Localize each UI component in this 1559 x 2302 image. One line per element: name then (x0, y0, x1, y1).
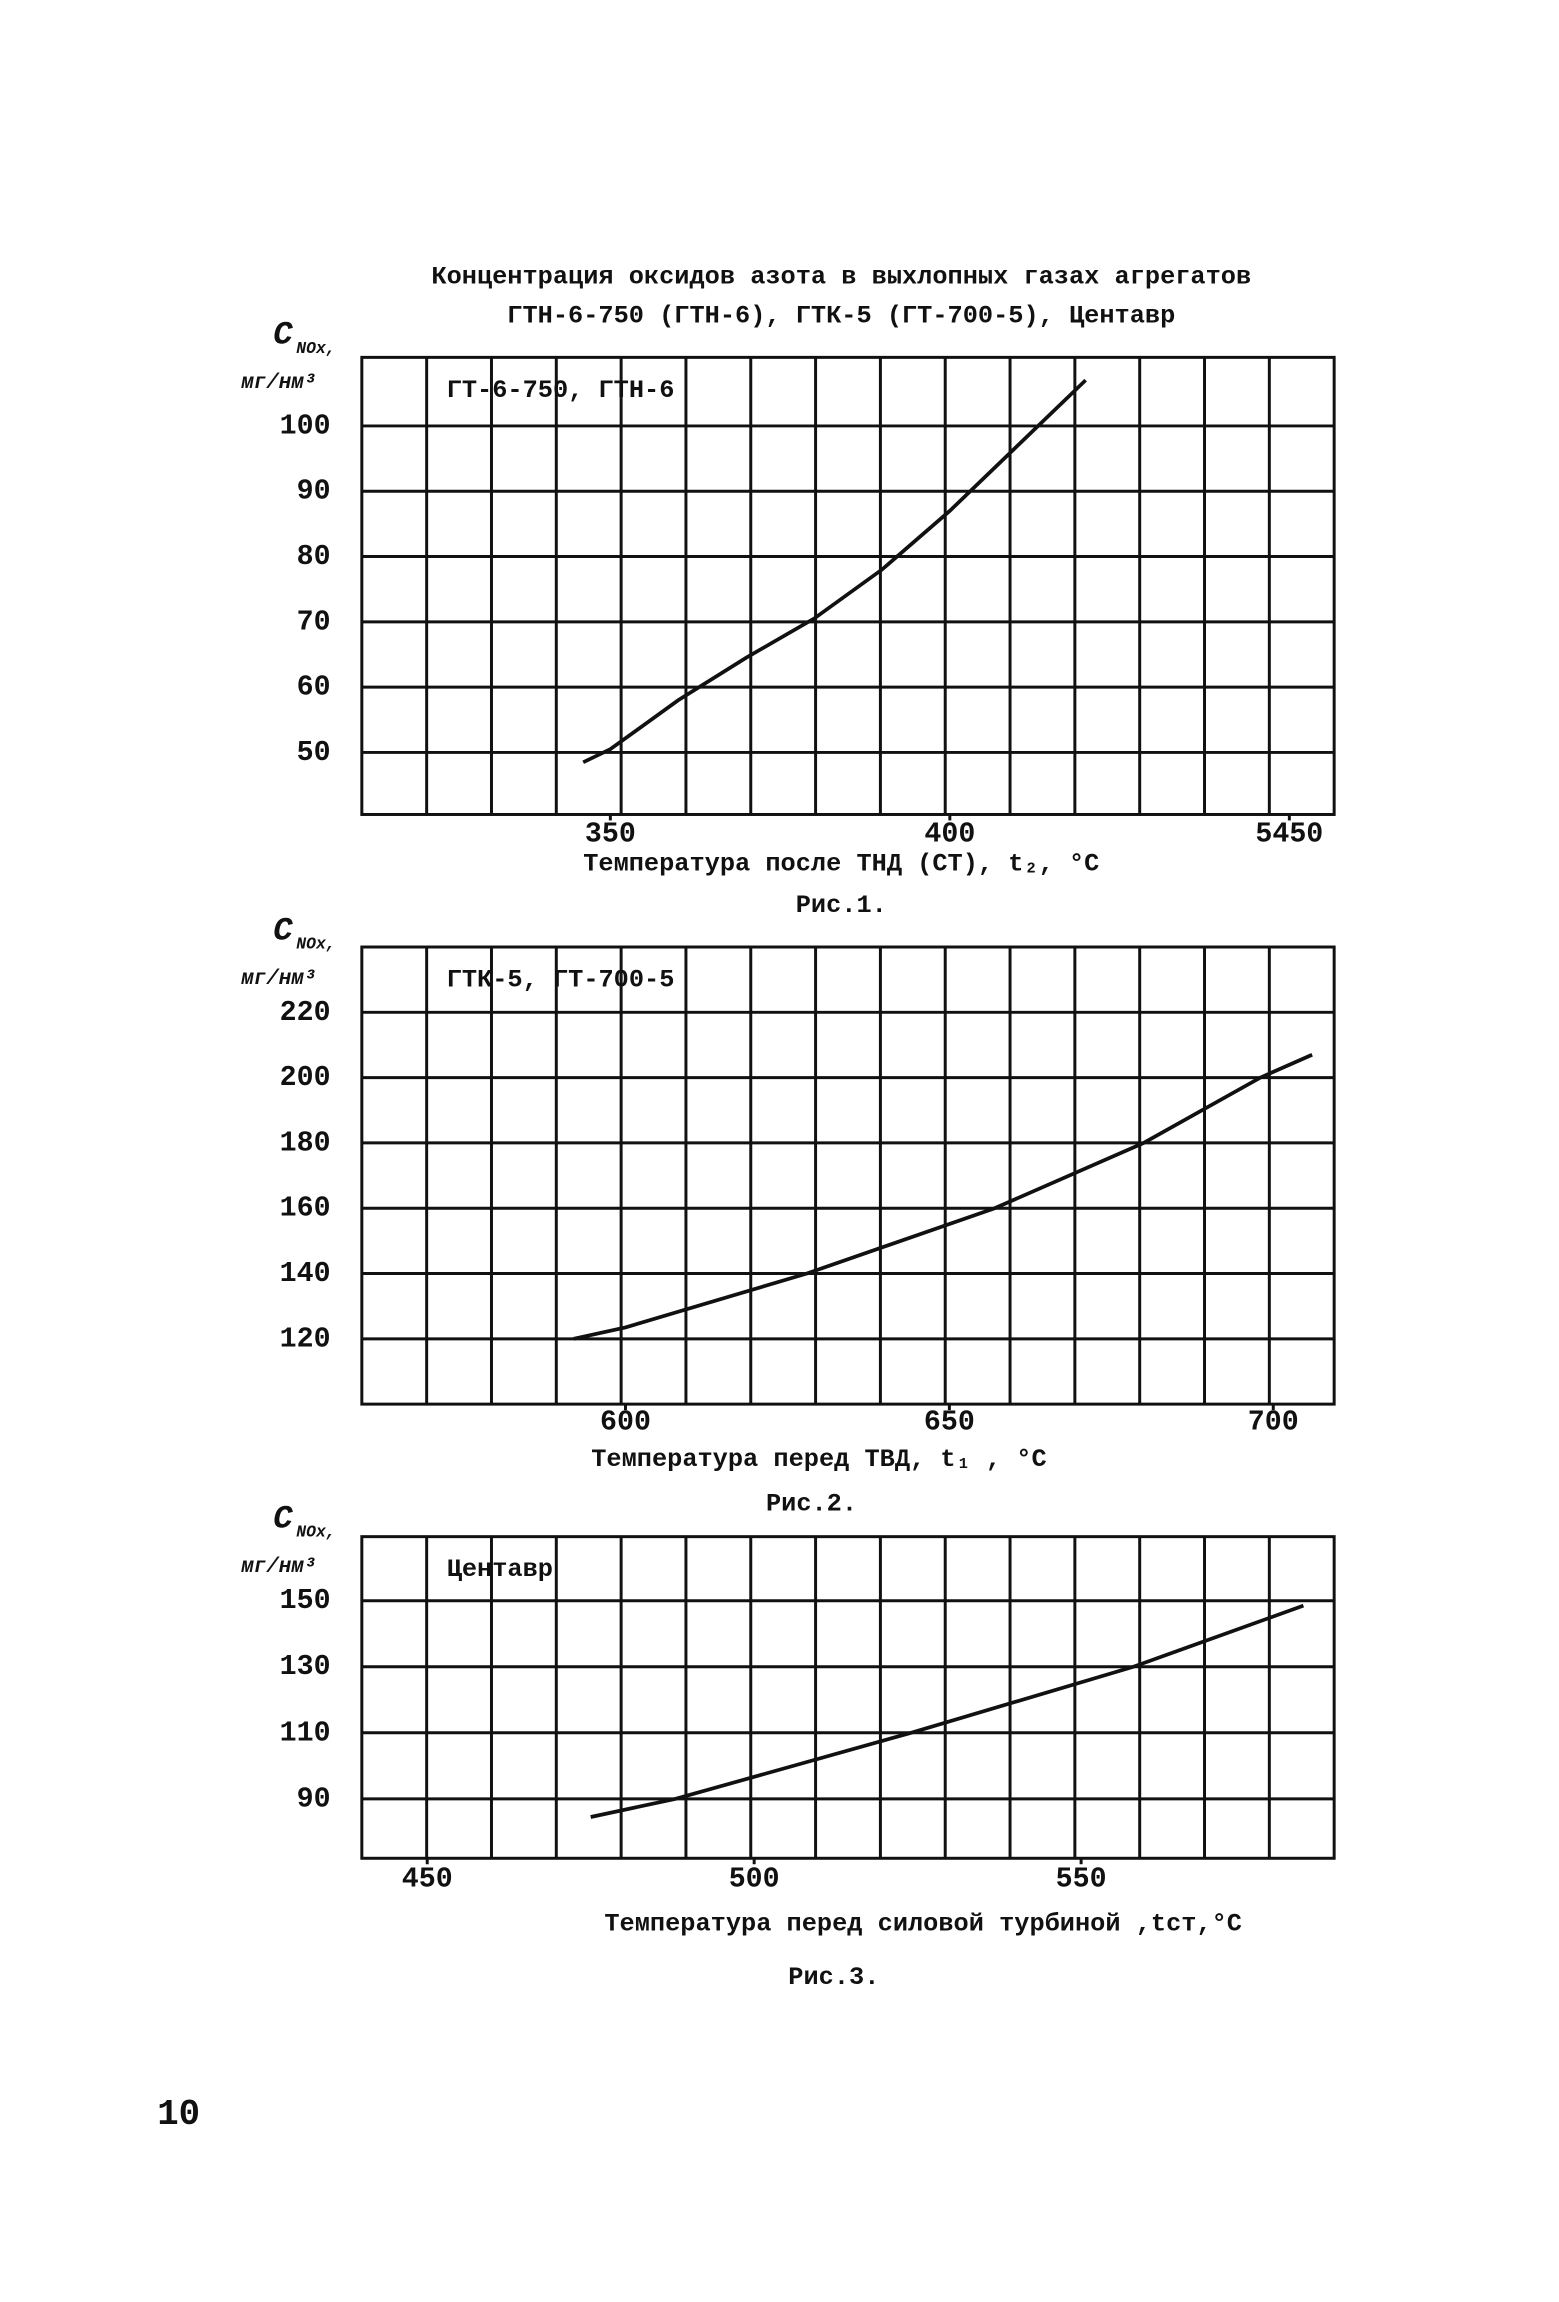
y-tick-label: 140 (280, 1258, 331, 1290)
plot-frame (360, 945, 1336, 1406)
page-number: 10 (157, 2094, 200, 2135)
y-tick-label: 90 (297, 476, 331, 508)
x-tick-label: 400 (924, 818, 975, 850)
data-line (573, 1053, 1313, 1341)
y-tick-label: 150 (280, 1585, 331, 1617)
x-tick-label: 550 (1056, 1864, 1107, 1896)
x-tick-label: 5450 (1255, 818, 1323, 850)
page-title: ГТН-6-750 (ГТН-6), ГТК-5 (ГТ-700-5), Цен… (507, 301, 1175, 330)
y-tick-label: 60 (297, 672, 331, 704)
data-line (590, 1603, 1305, 1819)
x-tick-label: 650 (924, 1406, 975, 1438)
page-title: Концентрация оксидов азота в выхлопных г… (431, 263, 1251, 292)
y-axis-unit: мг/нм³ (240, 968, 316, 991)
y-axis-label-sub: NOx, (296, 934, 335, 953)
y-tick-label: 220 (280, 997, 331, 1029)
x-tick-label: 700 (1248, 1406, 1299, 1438)
y-tick-label: 110 (280, 1717, 331, 1749)
y-axis-label-sub: NOx, (296, 339, 335, 358)
y-tick-label: 120 (280, 1323, 331, 1355)
figure-caption: Рис.2. (766, 1490, 857, 1519)
y-tick-label: 100 (280, 410, 331, 442)
y-axis-label: C (273, 912, 293, 949)
chart-annotation: ГТК-5, ГТ-700-5 (447, 965, 675, 994)
y-tick-label: 160 (280, 1193, 331, 1225)
x-axis-label: Температура после ТНД (СТ), t₂, °С (583, 849, 1099, 878)
chart-annotation: Центавр (447, 1555, 553, 1584)
x-tick-label: 350 (585, 818, 636, 850)
y-tick-label: 130 (280, 1651, 331, 1683)
y-axis-label-sub: NOx, (296, 1523, 335, 1542)
y-tick-label: 180 (280, 1127, 331, 1159)
x-tick-label: 500 (729, 1864, 780, 1896)
x-axis-label: Температура перед силовой турбиной ,tст,… (604, 1909, 1242, 1938)
y-tick-label: 80 (297, 541, 331, 573)
y-tick-label: 70 (297, 606, 331, 638)
y-axis-unit: мг/нм³ (240, 372, 316, 395)
figure-caption: Рис.3. (788, 1963, 879, 1992)
x-axis-label: Температура перед ТВД, t₁ , °С (591, 1445, 1046, 1474)
chart-annotation: ГТ-6-750, ГТН-6 (447, 376, 675, 405)
data-line (582, 378, 1087, 764)
y-tick-label: 200 (280, 1062, 331, 1094)
x-tick-label: 450 (402, 1864, 453, 1896)
plot-frame (360, 355, 1336, 816)
figure-caption: Рис.1. (796, 891, 887, 920)
x-tick-label: 600 (600, 1406, 651, 1438)
y-axis-label: C (273, 1500, 293, 1537)
y-tick-label: 50 (297, 737, 331, 769)
y-tick-label: 90 (297, 1783, 331, 1815)
plot-frame (360, 1535, 1336, 1860)
y-axis-label: C (273, 317, 293, 354)
y-axis-unit: мг/нм³ (240, 1556, 316, 1579)
